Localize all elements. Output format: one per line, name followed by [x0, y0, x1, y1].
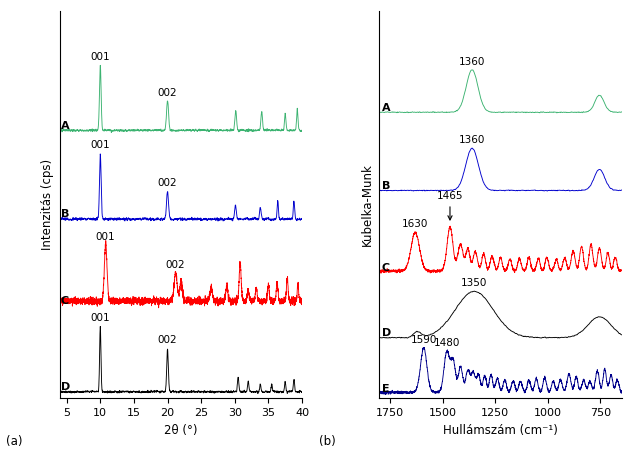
- Text: 001: 001: [90, 140, 110, 150]
- Text: 1360: 1360: [459, 135, 485, 145]
- Text: 002: 002: [158, 178, 177, 188]
- Text: 002: 002: [158, 335, 177, 346]
- Y-axis label: Intenzitás (cps): Intenzitás (cps): [42, 159, 54, 250]
- Text: 001: 001: [96, 232, 115, 243]
- Text: E: E: [382, 384, 389, 394]
- Text: 1350: 1350: [461, 278, 487, 288]
- Text: A: A: [382, 103, 391, 112]
- Text: D: D: [61, 382, 70, 392]
- Text: D: D: [382, 328, 391, 338]
- Text: B: B: [382, 181, 391, 191]
- Text: (b): (b): [319, 436, 336, 449]
- Text: A: A: [61, 121, 69, 131]
- Text: 002: 002: [166, 260, 186, 270]
- Text: 1480: 1480: [433, 338, 460, 348]
- Text: B: B: [61, 209, 69, 219]
- X-axis label: Hullámszám (cm⁻¹): Hullámszám (cm⁻¹): [443, 423, 558, 436]
- Y-axis label: Kubelka-Munk: Kubelka-Munk: [361, 163, 374, 246]
- Text: 002: 002: [158, 88, 177, 98]
- Text: (a): (a): [6, 436, 23, 449]
- Text: 001: 001: [90, 52, 110, 62]
- Text: C: C: [61, 296, 69, 306]
- Text: 1360: 1360: [459, 57, 485, 67]
- Text: 1465: 1465: [437, 191, 463, 220]
- Text: 1590: 1590: [411, 335, 437, 345]
- Text: 1630: 1630: [402, 219, 428, 229]
- Text: C: C: [382, 263, 390, 273]
- Text: 001: 001: [90, 313, 110, 323]
- X-axis label: 2θ (°): 2θ (°): [164, 423, 198, 436]
